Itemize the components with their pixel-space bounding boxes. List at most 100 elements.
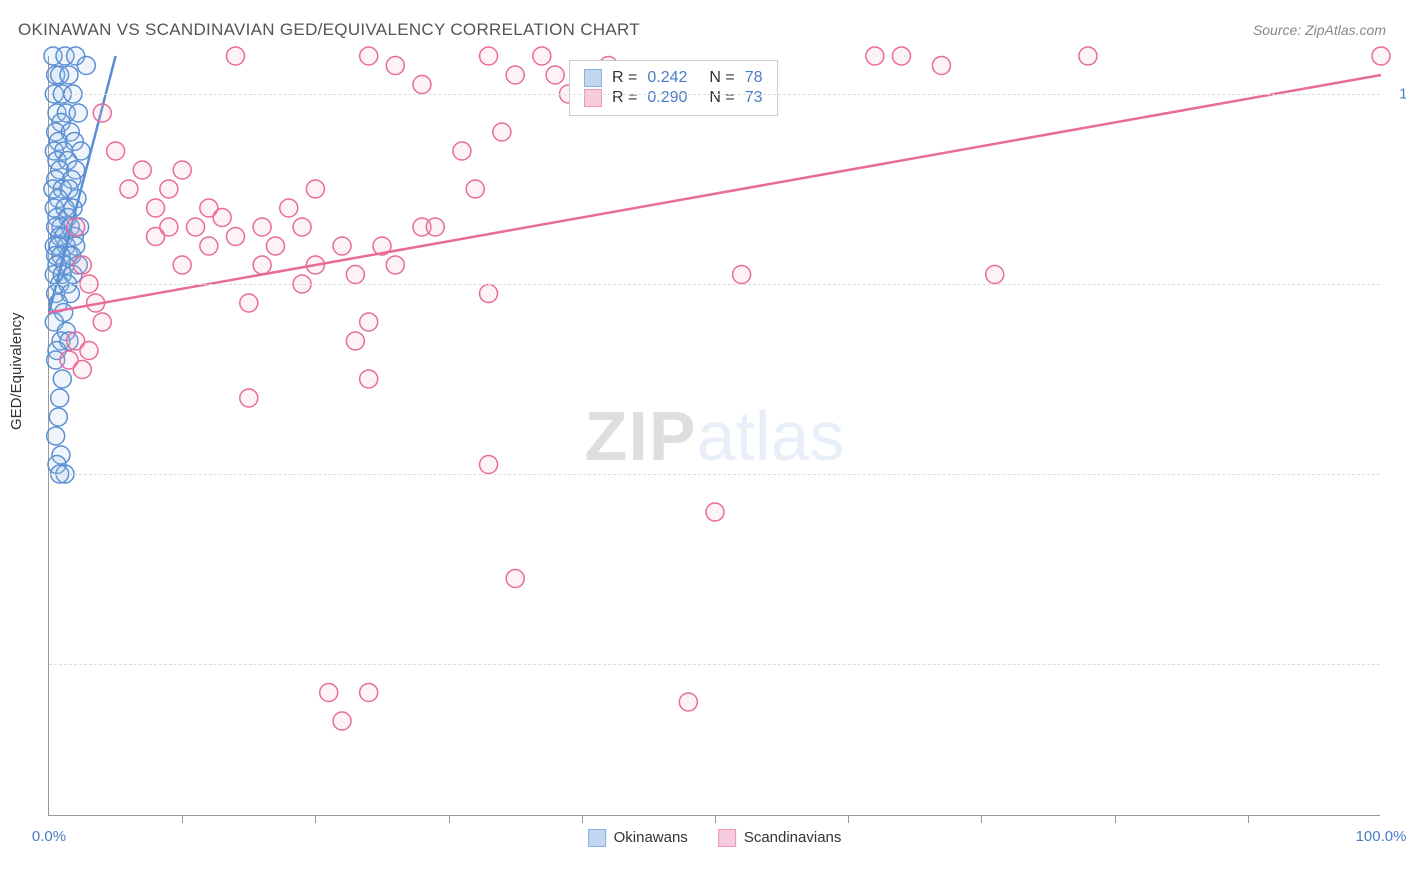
x-tick — [715, 815, 716, 823]
data-point — [69, 104, 87, 122]
data-point — [240, 389, 258, 407]
stat-r-value: 0.290 — [647, 89, 687, 107]
data-point — [986, 266, 1004, 284]
x-tick — [315, 815, 316, 823]
data-point — [200, 237, 218, 255]
data-point — [93, 313, 111, 331]
data-point — [226, 228, 244, 246]
data-point — [706, 503, 724, 521]
x-tick — [582, 815, 583, 823]
gridline-h — [49, 284, 1380, 285]
data-point — [266, 237, 284, 255]
y-axis-label: GED/Equivalency — [8, 312, 25, 430]
data-point — [77, 57, 95, 75]
data-point — [226, 47, 244, 65]
data-point — [493, 123, 511, 141]
stat-r-label: R = — [612, 69, 637, 87]
data-point — [80, 342, 98, 360]
data-point — [386, 57, 404, 75]
stat-r-label: R = — [612, 89, 637, 107]
gridline-h — [49, 664, 1380, 665]
legend-label: Okinawans — [614, 829, 688, 846]
stat-n-value: 73 — [745, 89, 763, 107]
gridline-h — [49, 94, 1380, 95]
data-point — [679, 693, 697, 711]
legend-swatch — [718, 829, 736, 847]
data-point — [147, 199, 165, 217]
stat-r-value: 0.242 — [647, 69, 687, 87]
data-point — [506, 570, 524, 588]
data-point — [733, 266, 751, 284]
data-point — [426, 218, 444, 236]
data-point — [60, 66, 78, 84]
stat-n-label: N = — [709, 89, 734, 107]
x-tick — [981, 815, 982, 823]
data-point — [533, 47, 551, 65]
data-point — [346, 332, 364, 350]
legend-swatch — [584, 89, 602, 107]
data-point — [466, 180, 484, 198]
data-point — [213, 209, 231, 227]
data-point — [892, 47, 910, 65]
data-point — [1079, 47, 1097, 65]
data-point — [47, 427, 65, 445]
data-point — [320, 684, 338, 702]
data-point — [360, 684, 378, 702]
chart-title: OKINAWAN VS SCANDINAVIAN GED/EQUIVALENCY… — [18, 20, 640, 40]
data-point — [93, 104, 111, 122]
legend-swatch — [584, 69, 602, 87]
data-point — [360, 370, 378, 388]
scatter-svg — [49, 56, 1380, 815]
legend-bottom: Okinawans Scandinavians — [588, 829, 842, 847]
data-point — [253, 218, 271, 236]
data-point — [51, 389, 69, 407]
legend-label: Scandinavians — [744, 829, 842, 846]
stat-n-value: 78 — [745, 69, 763, 87]
data-point — [413, 76, 431, 94]
data-point — [480, 47, 498, 65]
data-point — [333, 237, 351, 255]
plot-area: ZIPatlas R = 0.242N = 78R = 0.290N = 73 … — [48, 56, 1380, 816]
data-point — [866, 47, 884, 65]
stat-n-label: N = — [709, 69, 734, 87]
data-point — [280, 199, 298, 217]
data-point — [1372, 47, 1390, 65]
y-tick-label: 80.0% — [1390, 466, 1406, 483]
data-point — [107, 142, 125, 160]
data-point — [386, 256, 404, 274]
data-point — [480, 285, 498, 303]
x-tick — [1115, 815, 1116, 823]
data-point — [73, 361, 91, 379]
data-point — [346, 266, 364, 284]
data-point — [160, 218, 178, 236]
data-point — [360, 313, 378, 331]
data-point — [293, 218, 311, 236]
x-tick — [449, 815, 450, 823]
data-point — [360, 47, 378, 65]
data-point — [67, 218, 85, 236]
chart-container: OKINAWAN VS SCANDINAVIAN GED/EQUIVALENCY… — [0, 0, 1406, 892]
data-point — [506, 66, 524, 84]
legend-swatch — [588, 829, 606, 847]
x-tick-label: 100.0% — [1356, 828, 1406, 845]
stats-row: R = 0.242 N = 78 — [584, 69, 763, 87]
data-point — [187, 218, 205, 236]
data-point — [480, 456, 498, 474]
data-point — [73, 256, 91, 274]
y-tick-label: 90.0% — [1390, 276, 1406, 293]
data-point — [120, 180, 138, 198]
x-tick-label: 0.0% — [32, 828, 66, 845]
data-point — [173, 256, 191, 274]
data-point — [253, 256, 271, 274]
data-point — [306, 180, 324, 198]
data-point — [173, 161, 191, 179]
legend-item: Okinawans — [588, 829, 688, 847]
source-label: Source: ZipAtlas.com — [1253, 22, 1386, 38]
data-point — [240, 294, 258, 312]
data-point — [932, 57, 950, 75]
gridline-h — [49, 474, 1380, 475]
data-point — [160, 180, 178, 198]
y-tick-label: 70.0% — [1390, 656, 1406, 673]
data-point — [453, 142, 471, 160]
x-tick — [848, 815, 849, 823]
